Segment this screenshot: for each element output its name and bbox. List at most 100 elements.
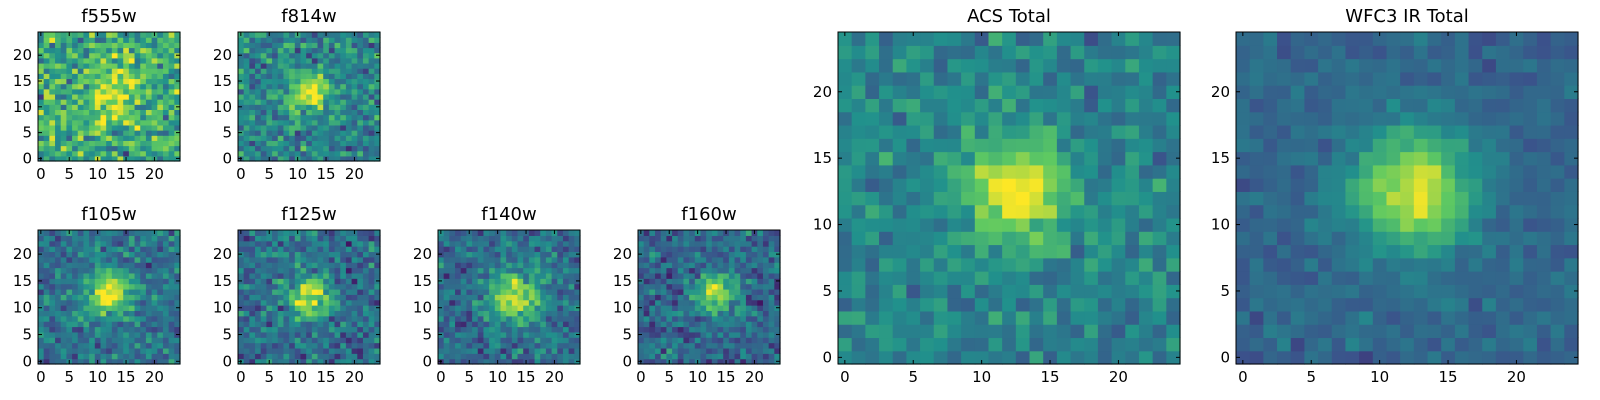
heatmap-cell: [649, 235, 656, 242]
heatmap-cell: [545, 347, 553, 354]
heatmap-cell: [151, 331, 158, 338]
heatmap-cell: [1070, 310, 1085, 325]
heatmap-cell: [988, 204, 1003, 219]
heatmap-cell: [174, 109, 181, 116]
heatmap-cell: [72, 299, 79, 306]
heatmap-cell: [311, 262, 319, 269]
heatmap-cell: [100, 68, 107, 74]
heatmap-cell: [892, 45, 907, 60]
heatmap-cell: [757, 321, 764, 328]
heatmap-cell: [362, 299, 370, 306]
heatmap-cell: [100, 337, 107, 344]
heatmap-cell: [38, 47, 45, 54]
heatmap-cell: [255, 272, 262, 279]
heatmap-cell: [272, 235, 279, 242]
heatmap-cell: [838, 32, 853, 46]
heatmap-cell: [362, 78, 370, 85]
heatmap-cell: [751, 256, 758, 263]
heatmap-cell: [128, 78, 136, 85]
heatmap-cell: [89, 83, 96, 90]
heatmap-cell: [534, 240, 541, 247]
heatmap-cell: [449, 267, 456, 274]
heatmap-cell: [300, 104, 307, 110]
heatmap-cell: [100, 47, 107, 54]
heatmap-cell: [100, 140, 107, 147]
heatmap-cell: [340, 310, 347, 317]
heatmap-cell: [94, 262, 102, 269]
heatmap-cell: [660, 272, 667, 279]
heatmap-cell: [357, 150, 364, 157]
heatmap-cell: [151, 347, 158, 354]
heatmap-cell: [306, 305, 313, 311]
heatmap-cell: [706, 246, 713, 253]
heatmap-cell: [568, 305, 575, 311]
heatmap-cell: [306, 331, 313, 338]
heatmap-cell: [340, 57, 347, 64]
heatmap-cell: [545, 267, 553, 274]
heatmap-cell: [1400, 164, 1415, 179]
heatmap-cell: [1550, 350, 1565, 365]
heatmap-cell: [357, 267, 364, 274]
heatmap-cell: [655, 353, 662, 360]
heatmap-cell: [774, 342, 781, 349]
heatmap-cell: [1495, 231, 1511, 246]
heatmap-cell: [300, 73, 307, 80]
heatmap-cell: [255, 326, 262, 333]
heatmap-cell: [1125, 284, 1140, 299]
heatmap-cell: [140, 288, 147, 295]
heatmap-cell: [311, 299, 319, 306]
heatmap-cell: [879, 111, 894, 126]
heatmap-cell: [117, 88, 124, 95]
heatmap-cell: [1509, 244, 1524, 259]
heatmap-cell: [357, 337, 364, 344]
heatmap-cell: [851, 58, 866, 73]
heatmap-cell: [300, 155, 307, 162]
heatmap-cell: [306, 272, 313, 279]
heatmap-cell: [83, 78, 90, 85]
heatmap-cell: [660, 321, 667, 328]
heatmap-cell: [1043, 71, 1058, 86]
x-tick-label: 10: [288, 368, 307, 386]
heatmap-cell: [506, 326, 513, 333]
heatmap-cell: [961, 98, 976, 113]
heatmap-cell: [1249, 271, 1264, 285]
heatmap-cell: [528, 272, 536, 279]
heatmap-cell: [260, 235, 267, 242]
heatmap-cell: [128, 155, 136, 162]
heatmap-cell: [323, 331, 330, 338]
heatmap-cell: [500, 310, 507, 317]
heatmap-cell: [266, 62, 273, 69]
heatmap-cell: [43, 114, 50, 121]
heatmap-cell: [128, 230, 136, 236]
heatmap-cell: [266, 299, 273, 306]
heatmap-cell: [162, 78, 170, 85]
heatmap-cell: [283, 140, 290, 147]
heatmap-cell: [340, 358, 347, 365]
heatmap-cell: [145, 93, 153, 100]
heatmap-cell: [1263, 257, 1278, 272]
heatmap-cell: [266, 109, 273, 116]
heatmap-cell: [43, 88, 50, 95]
heatmap-cell: [238, 235, 245, 242]
heatmap-cell: [162, 272, 170, 279]
panel-title: f140w: [481, 204, 537, 225]
heatmap-cell: [1290, 310, 1305, 325]
heatmap-cell: [443, 251, 450, 258]
heatmap-cell: [1468, 204, 1483, 219]
x-tick-label: 10: [88, 368, 107, 386]
heatmap-cell: [100, 358, 107, 365]
heatmap-cell: [1166, 244, 1181, 259]
heatmap-cell: [300, 331, 307, 338]
heatmap-cell: [1138, 231, 1154, 246]
heatmap-cell: [174, 135, 181, 141]
heatmap-cell: [140, 150, 147, 157]
heatmap-cell: [77, 47, 85, 54]
heatmap-cell: [249, 119, 256, 126]
heatmap-cell: [77, 256, 85, 263]
heatmap-cell: [249, 68, 256, 74]
heatmap-cell: [351, 47, 358, 54]
heatmap-cell: [374, 37, 381, 43]
heatmap-cell: [134, 150, 141, 157]
heatmap-cell: [762, 347, 770, 354]
heatmap-cell: [933, 231, 949, 246]
